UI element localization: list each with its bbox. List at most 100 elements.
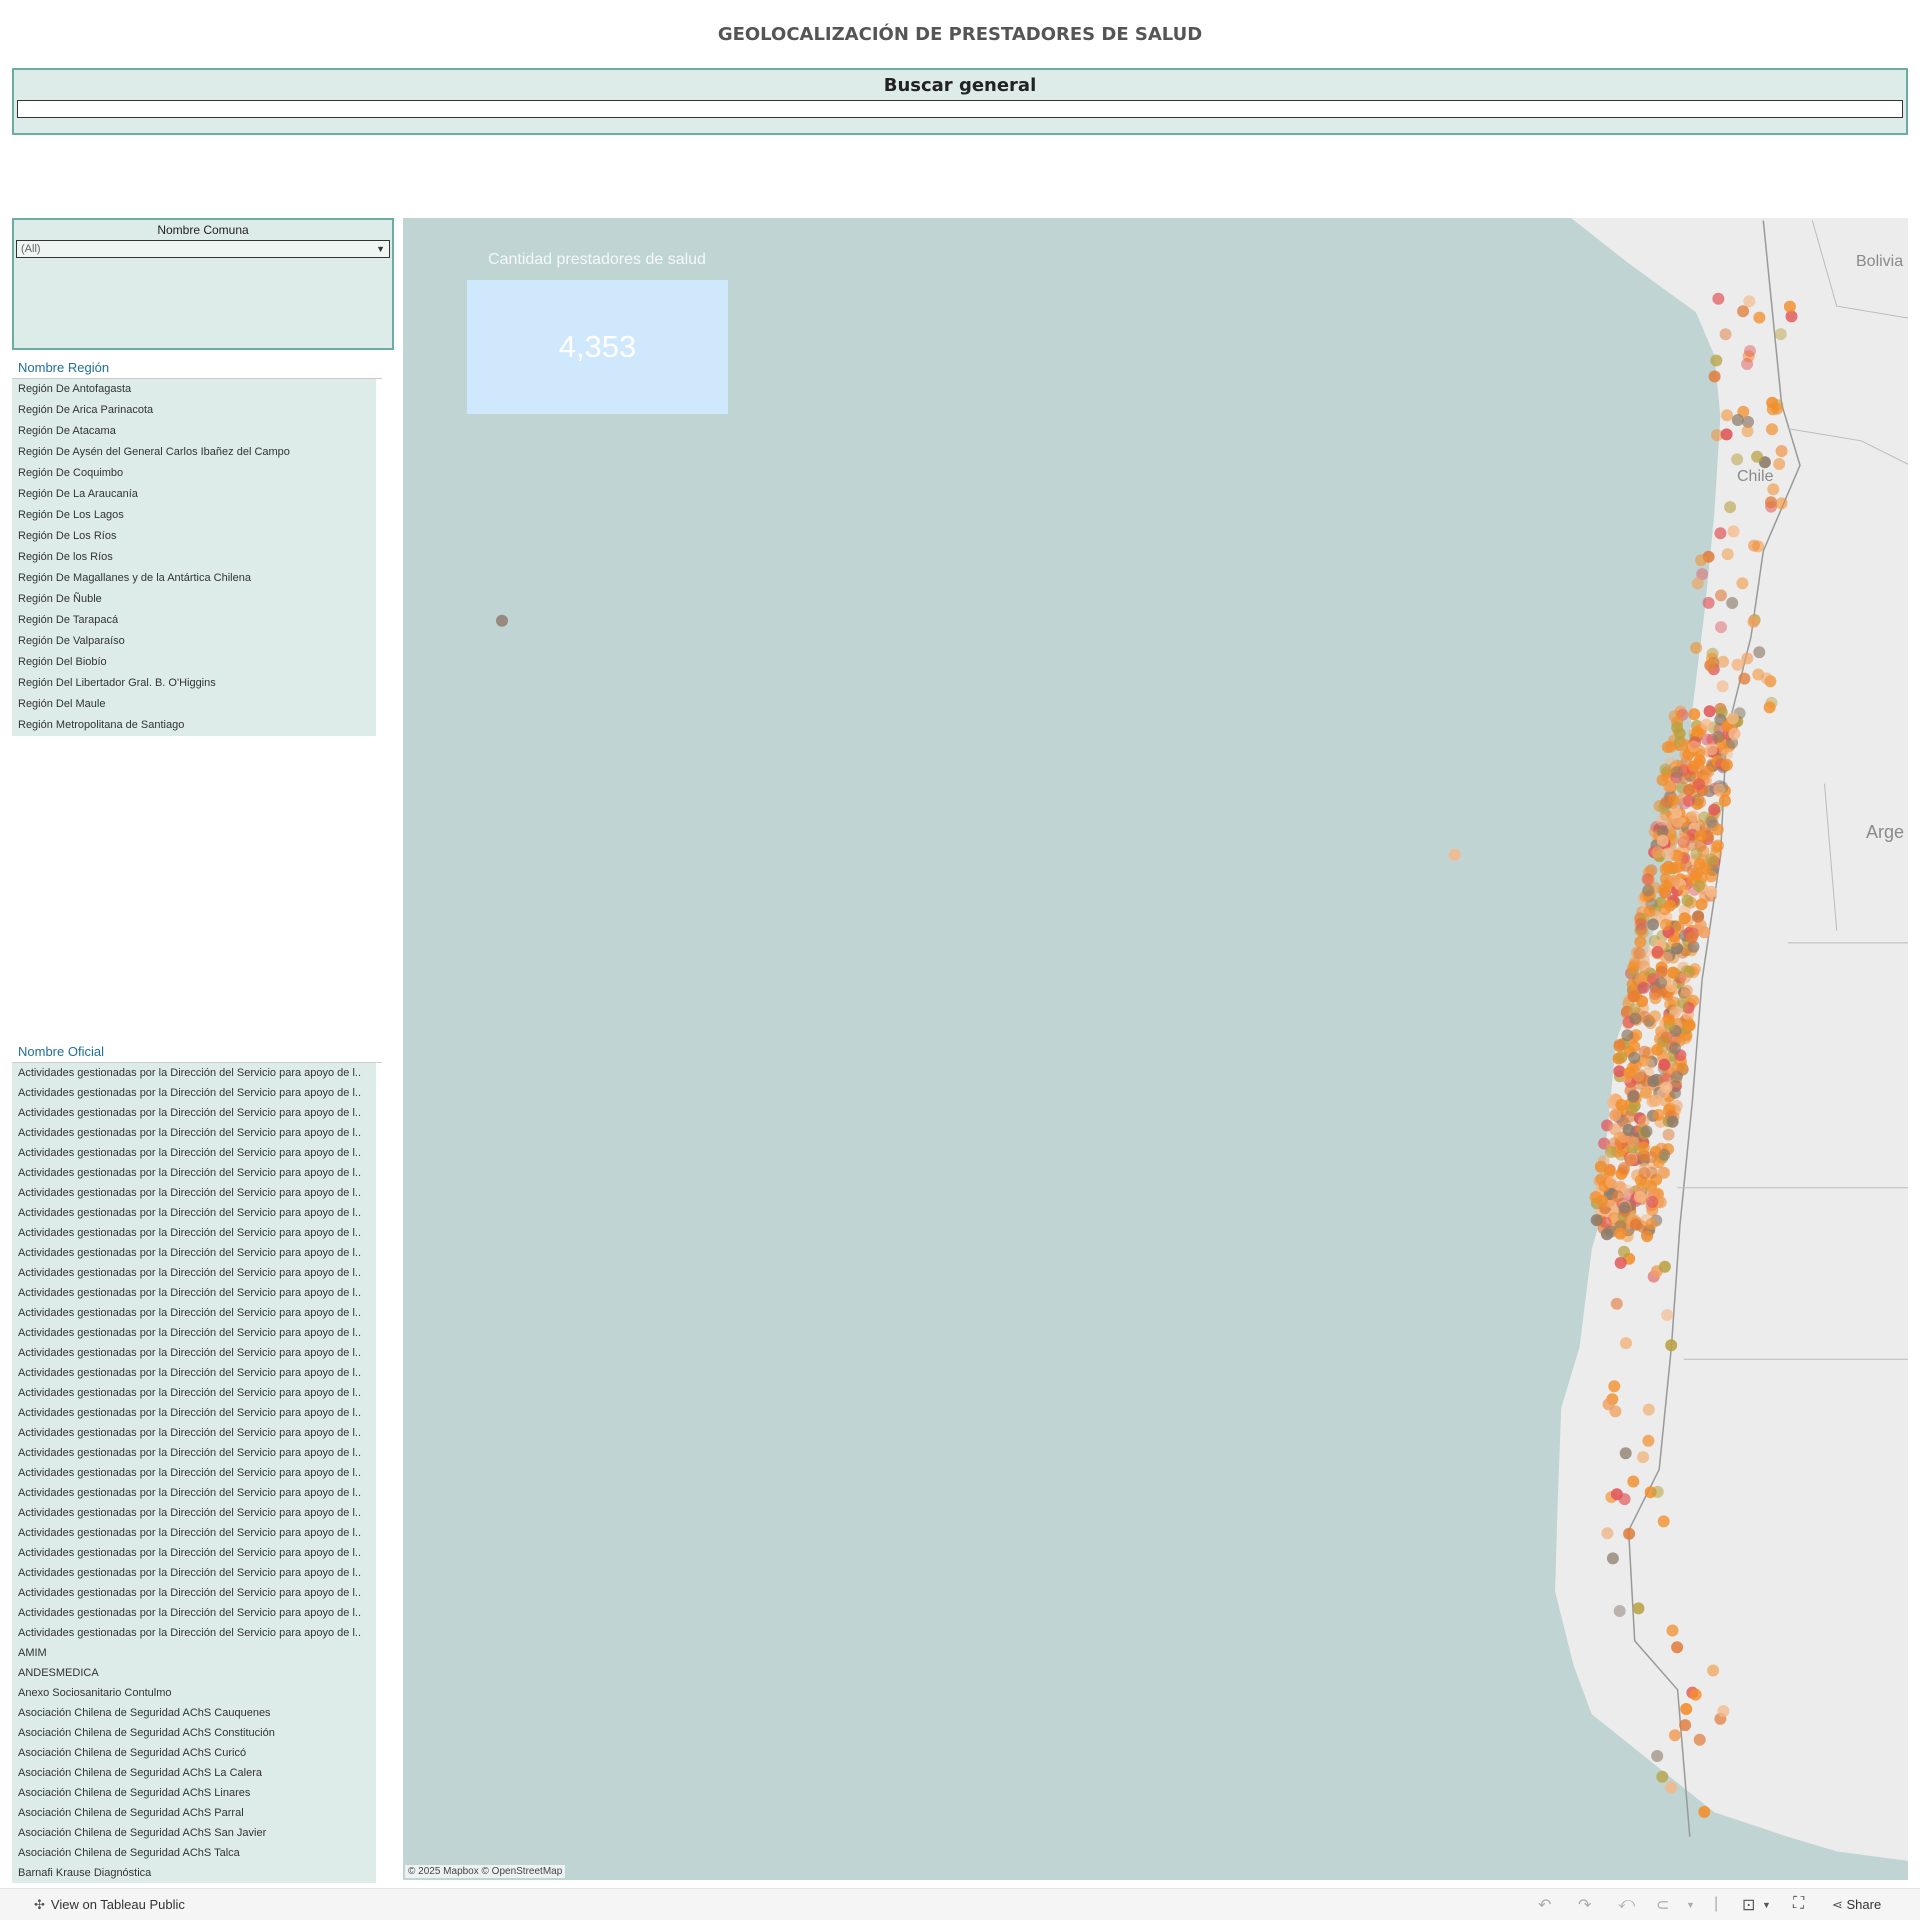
map-point[interactable] bbox=[1651, 1043, 1664, 1056]
map-point[interactable] bbox=[1731, 453, 1744, 466]
map-point[interactable] bbox=[1666, 1115, 1679, 1128]
oficial-list-item[interactable]: Actividades gestionadas por la Dirección… bbox=[12, 1503, 376, 1523]
map-point[interactable] bbox=[1724, 501, 1737, 514]
region-list-item[interactable]: Región De Los Lagos bbox=[12, 505, 376, 526]
map-point[interactable] bbox=[1692, 758, 1705, 770]
region-list-item[interactable]: Región De los Ríos bbox=[12, 547, 376, 568]
map-point[interactable] bbox=[1594, 1160, 1607, 1173]
map-point[interactable] bbox=[1710, 354, 1723, 367]
map-point[interactable] bbox=[1615, 1051, 1627, 1063]
map-point[interactable] bbox=[1599, 1216, 1612, 1229]
map-point[interactable] bbox=[1642, 866, 1655, 879]
map-point[interactable] bbox=[1448, 848, 1461, 861]
map-point[interactable] bbox=[1760, 672, 1773, 685]
map-point[interactable] bbox=[1714, 527, 1727, 540]
map-point[interactable] bbox=[1627, 990, 1640, 1003]
map-point[interactable] bbox=[1775, 445, 1788, 458]
oficial-list-item[interactable]: Actividades gestionadas por la Dirección… bbox=[12, 1623, 376, 1643]
oficial-list-item[interactable]: Anexo Sociosanitario Contulmo bbox=[12, 1683, 376, 1703]
map-point[interactable] bbox=[1664, 998, 1677, 1011]
map-point[interactable] bbox=[1621, 1184, 1634, 1197]
map-point[interactable] bbox=[1665, 1781, 1677, 1794]
oficial-list-item[interactable]: ANDESMEDICA bbox=[12, 1663, 376, 1683]
undo-icon[interactable]: ↶ bbox=[1538, 1897, 1552, 1914]
map-point[interactable] bbox=[1676, 1062, 1689, 1075]
map-point[interactable] bbox=[1610, 1297, 1623, 1310]
map-point[interactable] bbox=[1618, 1201, 1631, 1214]
oficial-list-item[interactable]: Asociación Chilena de Seguridad AChS Cau… bbox=[12, 1703, 376, 1723]
map-point[interactable] bbox=[1636, 926, 1649, 939]
map-point[interactable] bbox=[1711, 429, 1723, 442]
map-point[interactable] bbox=[1728, 727, 1741, 740]
map-point[interactable] bbox=[1773, 458, 1786, 470]
map-point[interactable] bbox=[1615, 1098, 1628, 1111]
map-point[interactable] bbox=[1627, 1090, 1640, 1103]
region-list-item[interactable]: Región De Antofagasta bbox=[12, 379, 376, 400]
map-point[interactable] bbox=[1618, 1245, 1630, 1258]
map-point[interactable] bbox=[1660, 879, 1673, 892]
map-point[interactable] bbox=[1691, 577, 1704, 590]
map-point[interactable] bbox=[1651, 1750, 1664, 1762]
map-point[interactable] bbox=[1660, 1031, 1673, 1044]
map-point[interactable] bbox=[1656, 1770, 1669, 1783]
oficial-list-item[interactable]: Asociación Chilena de Seguridad AChS Cur… bbox=[12, 1743, 376, 1763]
map-point[interactable] bbox=[1627, 1475, 1640, 1488]
map-point[interactable] bbox=[1720, 758, 1733, 771]
map-point[interactable] bbox=[1726, 712, 1739, 725]
map-point[interactable] bbox=[1663, 1013, 1675, 1026]
region-list-item[interactable]: Región De Tarapacá bbox=[12, 610, 376, 631]
map-point[interactable] bbox=[1638, 960, 1651, 973]
oficial-list-item[interactable]: Actividades gestionadas por la Dirección… bbox=[12, 1463, 376, 1483]
map-point[interactable] bbox=[1613, 1038, 1626, 1051]
map-point[interactable] bbox=[1627, 961, 1640, 974]
map-point[interactable] bbox=[1682, 1001, 1695, 1014]
map-point[interactable] bbox=[1663, 899, 1676, 912]
map-point[interactable] bbox=[1680, 1703, 1693, 1715]
map-point[interactable] bbox=[1613, 1605, 1626, 1617]
map-point[interactable] bbox=[1718, 794, 1731, 807]
map-point[interactable] bbox=[1707, 1664, 1720, 1677]
map-point[interactable] bbox=[1661, 847, 1674, 860]
map-point[interactable] bbox=[1656, 774, 1669, 786]
map-point[interactable] bbox=[1668, 1042, 1681, 1055]
map-point[interactable] bbox=[1673, 727, 1686, 740]
oficial-list-item[interactable]: Actividades gestionadas por la Dirección… bbox=[12, 1123, 376, 1143]
map-point[interactable] bbox=[1726, 597, 1739, 609]
map-point[interactable] bbox=[1682, 795, 1695, 807]
map-point[interactable] bbox=[1610, 1488, 1623, 1501]
map-point[interactable] bbox=[1590, 1214, 1603, 1227]
map-point[interactable] bbox=[1705, 816, 1718, 828]
oficial-list-item[interactable]: Actividades gestionadas por la Dirección… bbox=[12, 1223, 376, 1243]
map-point[interactable] bbox=[1649, 1010, 1661, 1023]
map-point[interactable] bbox=[1738, 672, 1751, 685]
map-point[interactable] bbox=[1713, 783, 1726, 796]
map-point[interactable] bbox=[1672, 920, 1685, 933]
region-list-item[interactable]: Región Del Libertador Gral. B. O'Higgins bbox=[12, 673, 376, 694]
map-point[interactable] bbox=[1628, 1003, 1641, 1016]
region-list-item[interactable]: Región De Arica Parinacota bbox=[12, 400, 376, 421]
map-point[interactable] bbox=[1698, 926, 1711, 939]
map-point[interactable] bbox=[1643, 1058, 1656, 1071]
map-point[interactable] bbox=[1662, 1128, 1675, 1141]
map-point[interactable] bbox=[1661, 1309, 1674, 1321]
oficial-list-item[interactable]: Asociación Chilena de Seguridad AChS Tal… bbox=[12, 1843, 376, 1863]
map-point[interactable] bbox=[1693, 880, 1705, 893]
map-point[interactable] bbox=[1674, 736, 1686, 748]
map-point[interactable] bbox=[1692, 910, 1704, 923]
map-point[interactable] bbox=[1670, 861, 1683, 874]
map-point[interactable] bbox=[1669, 1086, 1681, 1099]
map-point[interactable] bbox=[1774, 328, 1787, 341]
map-point[interactable] bbox=[1688, 810, 1700, 823]
map-point[interactable] bbox=[1614, 1227, 1627, 1240]
map-point[interactable] bbox=[1717, 1705, 1730, 1718]
map-point[interactable] bbox=[1651, 945, 1664, 958]
refresh-icon[interactable]: ⊂ bbox=[1656, 1897, 1670, 1914]
oficial-list-item[interactable]: Actividades gestionadas por la Dirección… bbox=[12, 1163, 376, 1183]
map-point[interactable] bbox=[1632, 1602, 1645, 1615]
region-list-item[interactable]: Región Metropolitana de Santiago bbox=[12, 715, 376, 736]
region-list-item[interactable]: Región De Aysén del General Carlos Ibañe… bbox=[12, 442, 376, 463]
map-point[interactable] bbox=[1691, 726, 1704, 739]
map-point[interactable] bbox=[1622, 1124, 1635, 1136]
map-point[interactable] bbox=[1677, 832, 1690, 845]
oficial-list-item[interactable]: Actividades gestionadas por la Dirección… bbox=[12, 1243, 376, 1263]
